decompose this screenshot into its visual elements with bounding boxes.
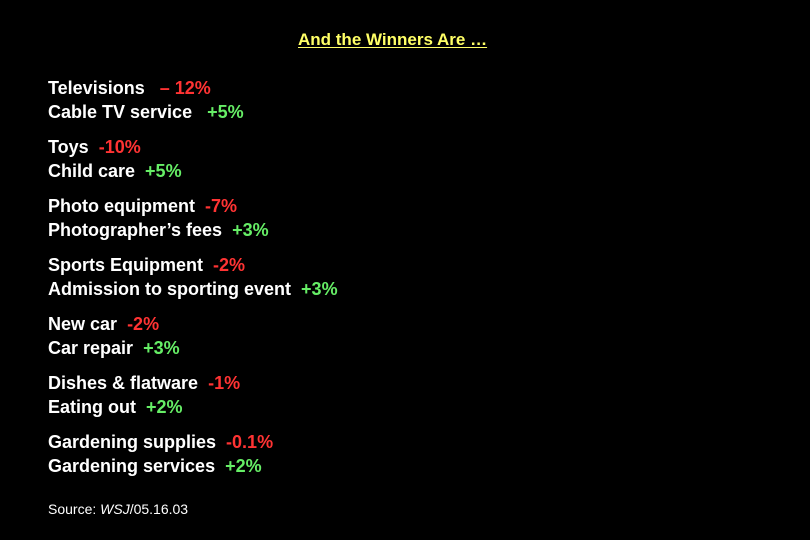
loser-line: Toys -10% bbox=[48, 135, 338, 159]
winner-line: Eating out +2% bbox=[48, 395, 338, 419]
item-pair: Photo equipment -7% Photographer’s fees … bbox=[48, 194, 338, 242]
item-name: Photographer’s fees bbox=[48, 220, 223, 240]
item-pair: Sports Equipment -2% Admission to sporti… bbox=[48, 253, 338, 301]
winner-line: Car repair +3% bbox=[48, 336, 338, 360]
winner-line: Photographer’s fees +3% bbox=[48, 218, 338, 242]
negative-change: – 12% bbox=[159, 78, 211, 98]
negative-change: -0.1% bbox=[226, 432, 274, 452]
item-name: Dishes & flatware bbox=[48, 373, 199, 393]
winner-line: Admission to sporting event +3% bbox=[48, 277, 338, 301]
positive-change: +2% bbox=[146, 397, 183, 417]
winner-line: Cable TV service +5% bbox=[48, 100, 338, 124]
loser-line: Dishes & flatware -1% bbox=[48, 371, 338, 395]
item-name: Toys bbox=[48, 137, 89, 157]
negative-change: -7% bbox=[205, 196, 238, 216]
item-name: Child care bbox=[48, 161, 136, 181]
item-name: Eating out bbox=[48, 397, 136, 417]
negative-change: -2% bbox=[213, 255, 246, 275]
item-pair: New car -2% Car repair +3% bbox=[48, 312, 338, 360]
item-name: Photo equipment bbox=[48, 196, 195, 216]
item-pair: Toys -10% Child care +5% bbox=[48, 135, 338, 183]
item-name: Admission to sporting event bbox=[48, 279, 292, 299]
price-change-list: Televisions – 12% Cable TV service +5% T… bbox=[48, 76, 338, 489]
positive-change: +2% bbox=[225, 456, 262, 476]
source-citation: Source: WSJ/05.16.03 bbox=[48, 501, 188, 517]
winner-line: Gardening services +2% bbox=[48, 454, 338, 478]
negative-change: -10% bbox=[98, 137, 141, 157]
source-date: /05.16.03 bbox=[129, 501, 189, 517]
item-name: Car repair bbox=[48, 338, 134, 358]
positive-change: +5% bbox=[207, 102, 244, 122]
item-name: New car bbox=[48, 314, 118, 334]
positive-change: +3% bbox=[232, 220, 269, 240]
negative-change: -2% bbox=[127, 314, 160, 334]
positive-change: +3% bbox=[301, 279, 338, 299]
item-name: Cable TV service bbox=[48, 102, 193, 122]
source-publication: WSJ bbox=[100, 501, 130, 517]
winner-line: Child care +5% bbox=[48, 159, 338, 183]
loser-line: Televisions – 12% bbox=[48, 76, 338, 100]
item-name: Gardening services bbox=[48, 456, 216, 476]
loser-line: New car -2% bbox=[48, 312, 338, 336]
item-name: Gardening supplies bbox=[48, 432, 217, 452]
item-pair: Dishes & flatware -1% Eating out +2% bbox=[48, 371, 338, 419]
loser-line: Gardening supplies -0.1% bbox=[48, 430, 338, 454]
item-pair: Televisions – 12% Cable TV service +5% bbox=[48, 76, 338, 124]
loser-line: Sports Equipment -2% bbox=[48, 253, 338, 277]
source-prefix: Source: bbox=[48, 501, 101, 517]
item-pair: Gardening supplies -0.1% Gardening servi… bbox=[48, 430, 338, 478]
item-name: Sports Equipment bbox=[48, 255, 204, 275]
positive-change: +3% bbox=[143, 338, 180, 358]
slide-title: And the Winners Are … bbox=[298, 30, 488, 49]
item-name: Televisions bbox=[48, 78, 145, 98]
negative-change: -1% bbox=[208, 373, 241, 393]
loser-line: Photo equipment -7% bbox=[48, 194, 338, 218]
positive-change: +5% bbox=[145, 161, 182, 181]
